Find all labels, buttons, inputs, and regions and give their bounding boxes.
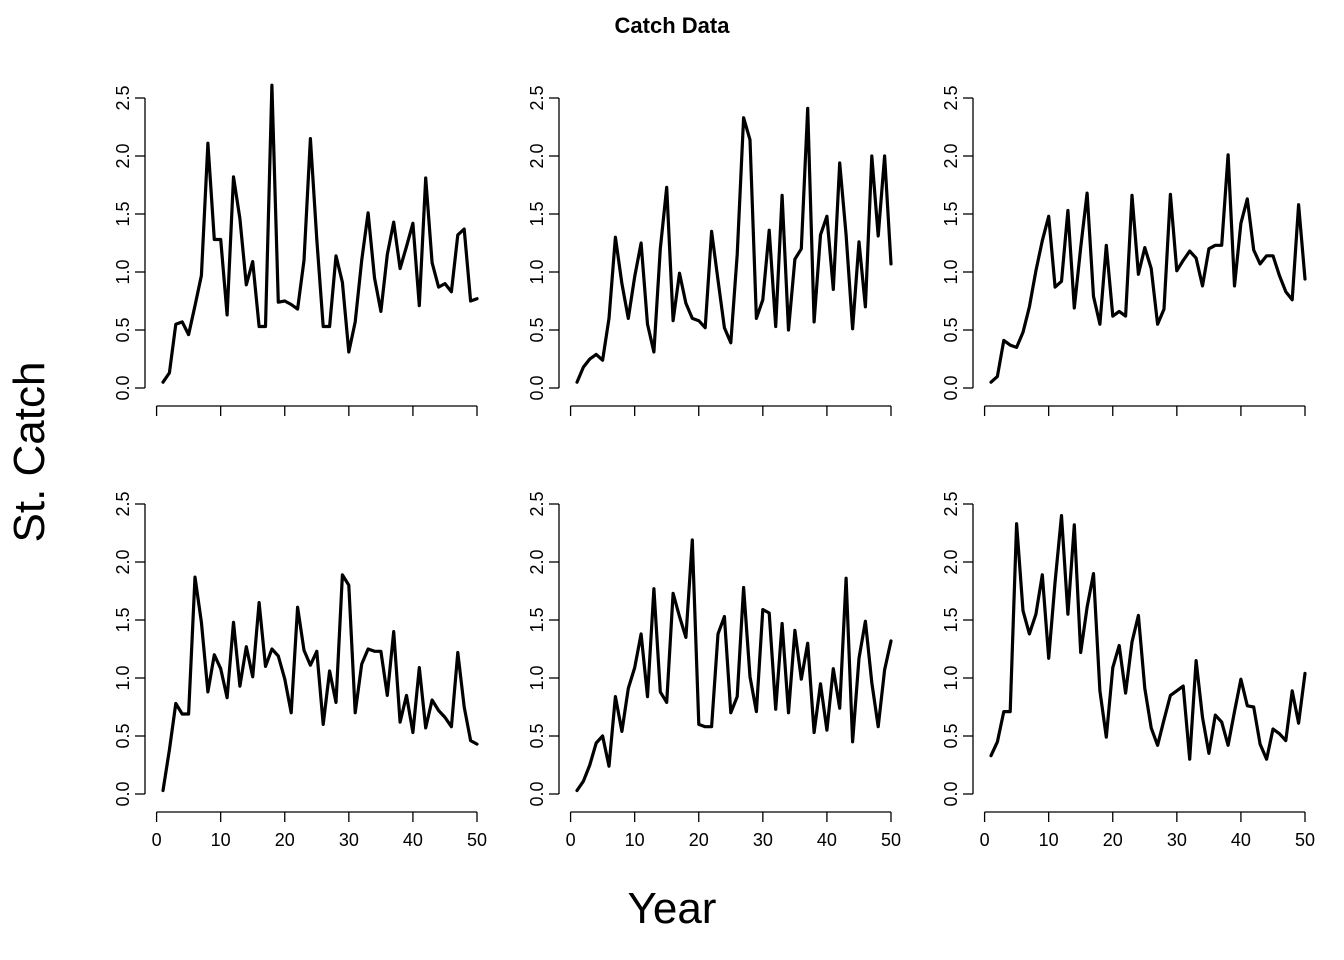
x-tick-label: 20 — [1103, 830, 1123, 850]
y-tick-label: 2.5 — [941, 491, 961, 516]
y-tick-label: 1.5 — [113, 607, 133, 632]
x-tick-label: 30 — [339, 830, 359, 850]
y-tick-label: 0.5 — [527, 317, 547, 342]
y-tick-label: 1.0 — [941, 665, 961, 690]
y-tick-label: 1.5 — [941, 607, 961, 632]
y-tick-label: 1.0 — [527, 665, 547, 690]
y-tick-label: 2.0 — [527, 549, 547, 574]
x-tick-label: 40 — [817, 830, 837, 850]
x-tick-label: 50 — [1295, 830, 1315, 850]
y-tick-label: 0.0 — [941, 375, 961, 400]
x-tick-label: 10 — [1039, 830, 1059, 850]
y-tick-label: 0.0 — [527, 375, 547, 400]
y-tick-label: 0.0 — [527, 781, 547, 806]
series-line — [989, 513, 1307, 761]
x-tick-label: 40 — [1231, 830, 1251, 850]
x-tick-label: 0 — [152, 830, 162, 850]
y-tick-label: 2.5 — [113, 491, 133, 516]
chart-title: Catch Data — [614, 13, 730, 38]
x-tick-label: 10 — [625, 830, 645, 850]
y-tick-label: 2.0 — [113, 143, 133, 168]
y-tick-label: 1.0 — [941, 259, 961, 284]
y-tick-label: 2.5 — [527, 85, 547, 110]
y-tick-label: 1.0 — [527, 259, 547, 284]
y-tick-label: 0.0 — [941, 781, 961, 806]
y-tick-label: 0.5 — [113, 317, 133, 342]
y-tick-label: 1.0 — [113, 665, 133, 690]
series-line — [161, 573, 479, 793]
x-tick-label: 30 — [753, 830, 773, 850]
y-tick-label: 2.5 — [941, 85, 961, 110]
y-tick-label: 0.0 — [113, 375, 133, 400]
x-tick-label: 10 — [211, 830, 231, 850]
y-tick-label: 1.5 — [113, 201, 133, 226]
x-tick-label: 50 — [467, 830, 487, 850]
x-tick-label: 0 — [566, 830, 576, 850]
y-tick-label: 0.5 — [113, 723, 133, 748]
y-tick-label: 2.0 — [527, 143, 547, 168]
series-line — [575, 106, 893, 384]
series-line — [575, 538, 893, 793]
series-line — [989, 153, 1307, 384]
x-tick-label: 40 — [403, 830, 423, 850]
y-tick-label: 1.5 — [527, 201, 547, 226]
y-tick-label: 2.5 — [113, 85, 133, 110]
y-tick-label: 0.5 — [941, 723, 961, 748]
y-tick-label: 1.5 — [941, 201, 961, 226]
x-tick-label: 20 — [689, 830, 709, 850]
y-tick-label: 2.0 — [941, 143, 961, 168]
x-tick-label: 20 — [275, 830, 295, 850]
x-tick-label: 50 — [881, 830, 901, 850]
y-tick-label: 0.5 — [941, 317, 961, 342]
series-line — [161, 83, 479, 384]
x-tick-label: 30 — [1167, 830, 1187, 850]
x-axis-label: Year — [627, 884, 717, 933]
y-tick-label: 0.5 — [527, 723, 547, 748]
y-tick-label: 2.0 — [113, 549, 133, 574]
y-tick-label: 1.5 — [527, 607, 547, 632]
y-tick-label: 2.0 — [941, 549, 961, 574]
y-tick-label: 0.0 — [113, 781, 133, 806]
y-tick-label: 2.5 — [527, 491, 547, 516]
y-tick-label: 1.0 — [113, 259, 133, 284]
y-axis-label: St. Catch — [5, 361, 54, 543]
x-tick-label: 0 — [980, 830, 990, 850]
